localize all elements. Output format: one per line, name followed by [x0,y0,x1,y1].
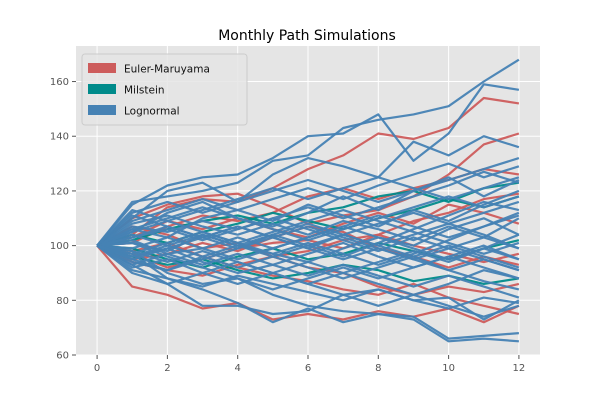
series-path [96,244,520,296]
x-tick-label: 0 [94,363,100,374]
series-path [96,176,520,247]
x-tick-label: 6 [305,363,311,374]
y-tick-label: 60 [56,351,69,362]
series-path [96,200,520,258]
series-path [96,176,520,247]
axes: 0 2 4 6 8 10 12 60 80 100 120 140 160 [50,77,525,374]
y-tick-label: 140 [50,132,69,143]
series-path [96,157,520,247]
series-path [96,195,520,247]
y-tick-label: 160 [50,77,69,88]
legend-label: Milstein [124,85,165,97]
series-path [96,96,520,247]
legend-label: Lognormal [124,106,180,118]
series-path [97,214,520,261]
series-path [96,244,520,310]
x-tick-label: 10 [442,363,455,374]
series-lognormal [96,58,520,343]
legend-swatch [88,105,116,115]
series-path [97,241,520,291]
legend: Euler-Maruyama Milstein Lognormal [81,53,248,126]
x-tick-label: 2 [164,363,170,374]
series-path [96,192,520,258]
y-tick-label: 80 [56,296,69,307]
series-path [96,225,520,261]
series-path [96,135,520,247]
y-tick-label: 100 [50,241,69,252]
series-path [96,162,520,247]
legend-swatch [88,84,116,94]
series-path [96,200,520,272]
series-path [96,214,520,247]
series-lines [96,58,520,343]
series-path [96,58,520,247]
x-tick-label: 8 [375,363,381,374]
series-path [96,211,520,266]
series-path [96,244,520,299]
x-tick-label: 12 [513,363,526,374]
series-path [96,225,520,272]
x-tick-label: 4 [235,363,241,374]
y-tick-label: 120 [50,186,69,197]
series-path [96,244,520,318]
series-path [96,170,520,247]
legend-box [81,53,248,126]
series-path [96,244,519,340]
chart-title: Monthly Path Simulations [218,28,396,44]
legend-label: Euler-Maruyama [124,64,210,76]
series-path [96,83,520,247]
legend-swatch [88,63,116,73]
